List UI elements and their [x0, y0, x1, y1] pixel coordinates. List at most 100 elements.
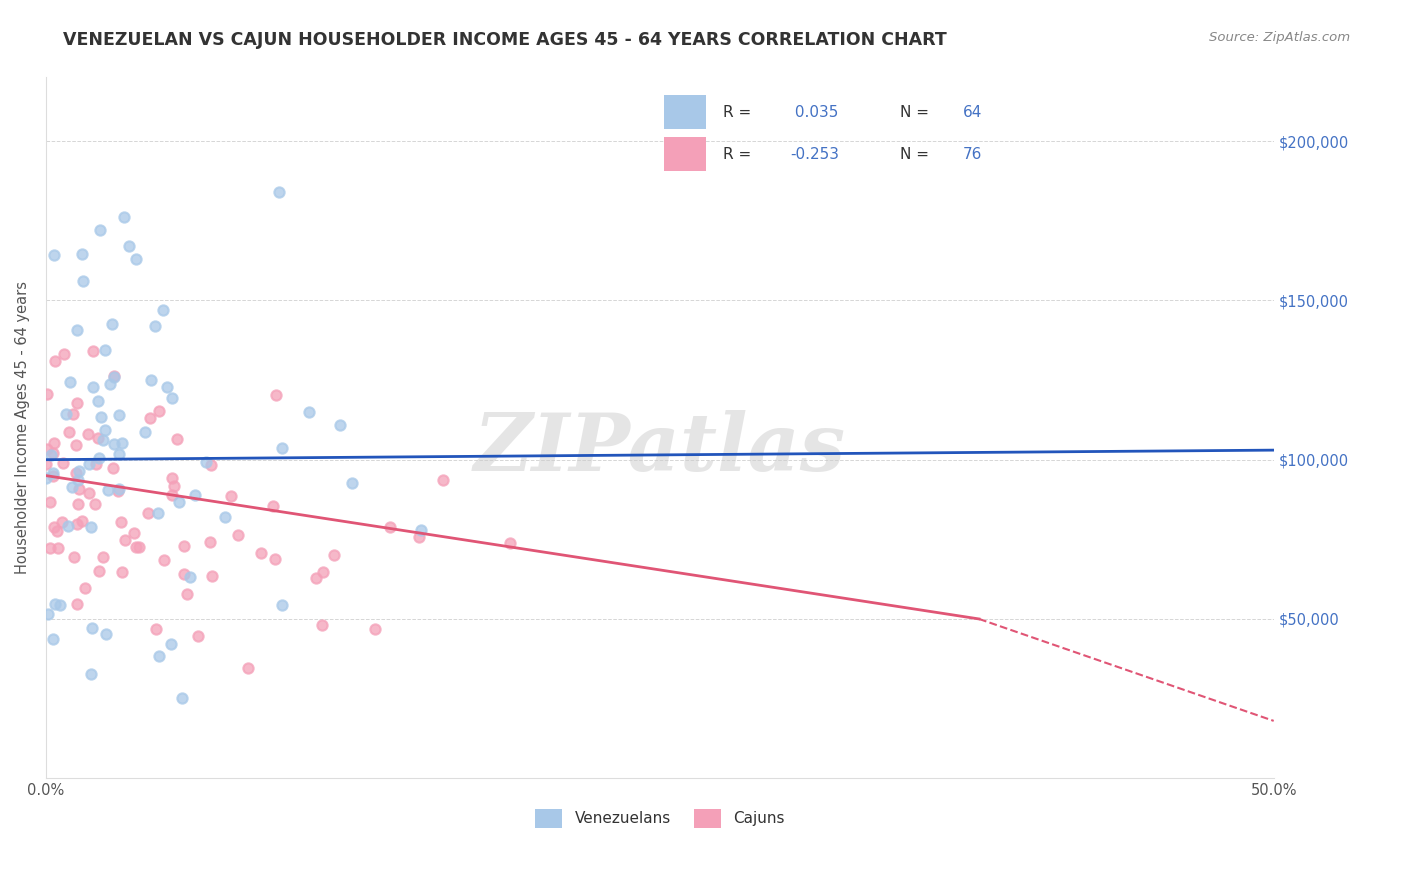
Point: [166, 432, 188, 446]
Point: [125, 540, 148, 554]
Point: [143, 319, 166, 334]
Point: [77, 426, 100, 441]
Point: [160, 391, 183, 405]
Point: [62, 407, 84, 421]
Point: [101, 317, 124, 331]
Point: [53, 347, 76, 361]
Point: [35, 457, 58, 471]
Point: [67, 464, 90, 478]
Point: [141, 373, 163, 387]
Point: [111, 566, 134, 580]
Point: [107, 482, 129, 496]
Point: [329, 418, 352, 433]
Text: R =: R =: [723, 147, 756, 161]
Point: [82, 343, 104, 358]
Point: [108, 447, 131, 461]
Point: [311, 618, 333, 632]
Point: [44, 520, 66, 534]
Point: [322, 549, 344, 563]
Point: [163, 479, 186, 493]
Point: [498, 536, 520, 550]
Point: [67, 497, 90, 511]
Point: [66, 516, 89, 531]
Point: [94, 423, 117, 437]
Point: [226, 527, 249, 541]
Point: [79, 486, 101, 500]
Point: [298, 405, 321, 419]
Text: N =: N =: [900, 147, 934, 161]
Point: [270, 441, 292, 455]
Point: [67, 483, 90, 497]
Point: [86, 431, 108, 445]
Text: 76: 76: [963, 147, 983, 161]
Point: [70, 514, 93, 528]
Point: [114, 533, 136, 547]
Legend: Venezuelans, Cajuns: Venezuelans, Cajuns: [529, 803, 792, 834]
Point: [312, 565, 335, 579]
Point: [156, 380, 179, 394]
Point: [41, 466, 63, 480]
Point: [201, 569, 224, 583]
Point: [118, 239, 141, 253]
Point: [148, 404, 170, 418]
Point: [44, 353, 66, 368]
Text: VENEZUELAN VS CAJUN HOUSEHOLDER INCOME AGES 45 - 64 YEARS CORRELATION CHART: VENEZUELAN VS CAJUN HOUSEHOLDER INCOME A…: [63, 31, 948, 49]
Point: [378, 520, 401, 534]
Bar: [664, 95, 706, 129]
Point: [408, 530, 430, 544]
Text: R =: R =: [723, 105, 756, 120]
Text: 64: 64: [963, 105, 983, 120]
Point: [173, 566, 195, 581]
Point: [103, 369, 125, 384]
Point: [66, 323, 89, 337]
Point: [80, 666, 103, 681]
Point: [66, 396, 89, 410]
Point: [183, 488, 205, 502]
Point: [409, 523, 432, 537]
Point: [340, 476, 363, 491]
Point: [111, 436, 134, 450]
Point: [51, 515, 73, 529]
Point: [152, 303, 174, 318]
Point: [75, 581, 97, 595]
Point: [173, 540, 195, 554]
Point: [267, 185, 290, 199]
Point: [364, 622, 387, 636]
Point: [176, 587, 198, 601]
Point: [122, 526, 145, 541]
Point: [66, 473, 89, 487]
Point: [96, 627, 118, 641]
Text: -0.253: -0.253: [790, 147, 839, 161]
Point: [145, 622, 167, 636]
Point: [77, 457, 100, 471]
Point: [48, 541, 70, 556]
Point: [432, 473, 454, 487]
Point: [39, 541, 62, 555]
Point: [128, 540, 150, 554]
Point: [97, 483, 120, 497]
Point: [58, 425, 80, 439]
Point: [84, 457, 107, 471]
Point: [263, 499, 285, 513]
Point: [65, 438, 87, 452]
Point: [41, 446, 63, 460]
Point: [49, 599, 72, 613]
Point: [65, 466, 87, 480]
Text: Source: ZipAtlas.com: Source: ZipAtlas.com: [1209, 31, 1350, 45]
Point: [66, 597, 89, 611]
Point: [87, 393, 110, 408]
Text: ZIPatlas: ZIPatlas: [474, 410, 846, 488]
Point: [179, 570, 201, 584]
Point: [42, 469, 65, 483]
Point: [58, 519, 80, 533]
Point: [138, 506, 160, 520]
Point: [87, 564, 110, 578]
Point: [89, 223, 111, 237]
Point: [148, 648, 170, 663]
Point: [41, 448, 63, 462]
Point: [110, 515, 132, 529]
Point: [172, 691, 194, 706]
Point: [107, 484, 129, 499]
Point: [42, 436, 65, 450]
Point: [146, 506, 169, 520]
